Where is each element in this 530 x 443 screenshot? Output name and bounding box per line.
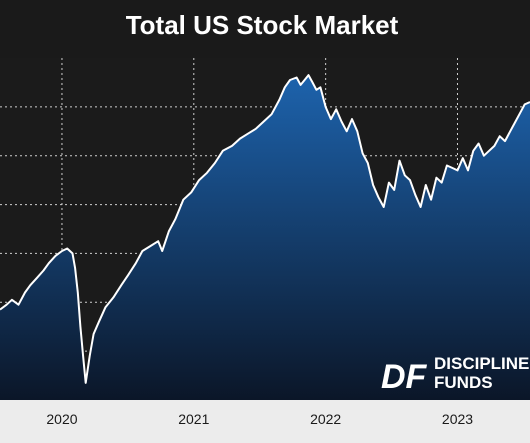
- x-tick-label-2020: 2020: [46, 411, 77, 427]
- series-area: [0, 75, 530, 400]
- x-axis-band: [0, 400, 530, 443]
- logo-line-2: FUNDS: [434, 373, 493, 392]
- x-tick-label-2023: 2023: [442, 411, 473, 427]
- logo-mark: DF: [381, 358, 428, 396]
- chart-title: Total US Stock Market: [126, 10, 399, 40]
- x-tick-label-2021: 2021: [178, 411, 209, 427]
- x-axis-ticks: 2020 2021 2022 2023: [46, 411, 473, 427]
- logo-line-1: DISCIPLINE: [434, 354, 529, 373]
- series-line: [0, 74, 530, 384]
- area-layer: [0, 74, 530, 400]
- discipline-funds-logo: DF DISCIPLINE FUNDS: [381, 354, 529, 396]
- x-tick-label-2022: 2022: [310, 411, 341, 427]
